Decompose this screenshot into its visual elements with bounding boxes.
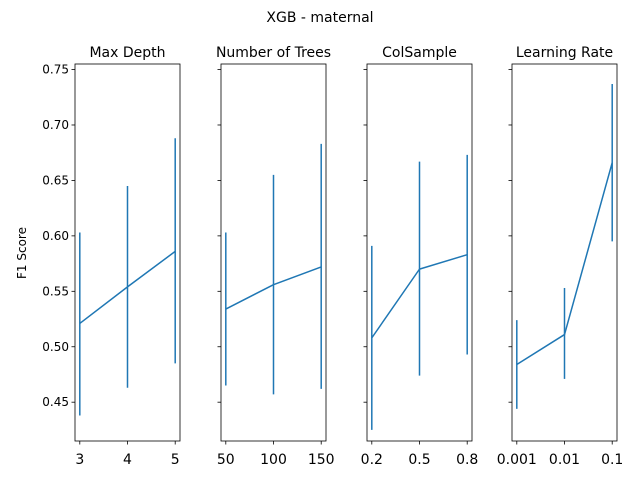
y-tick-label: 0.65 [42,173,69,187]
subplot-4: Learning Rate 0.001 0.01 0.1 [497,45,624,468]
x-tick-label: 150 [308,452,335,468]
x-tick-label: 100 [260,452,287,468]
x-tick-label: 4 [123,452,132,468]
x-tick-label: 50 [217,452,235,468]
figure-title: XGB - maternal [266,10,373,26]
subplot-3: ColSample 0.2 0.5 0.8 [361,45,479,468]
y-tick-label: 0.50 [42,340,69,354]
y-tick-label: 0.45 [42,395,69,409]
subplot-title: Number of Trees [216,45,331,61]
y-tick-label: 0.75 [42,63,69,77]
x-tick-label: 0.5 [408,452,430,468]
series-line [79,250,176,325]
x-tick-label: 0.8 [456,452,478,468]
x-tick-label: 0.2 [361,452,383,468]
x-tick-label: 3 [75,452,84,468]
subplot-title: Max Depth [89,45,165,61]
subplot-1: Max Depth 0.45 0.50 0.55 0.60 0.65 0.70 0.75 3 4 5 [42,45,181,468]
series-line [225,266,322,310]
axes-frame [220,63,327,442]
series-line [516,162,613,366]
series-line [371,253,468,339]
x-tick-label: 5 [171,452,180,468]
x-tick-label: 0.1 [601,452,623,468]
x-tick-label: 0.01 [549,452,580,468]
subplot-title: Learning Rate [516,45,613,61]
y-tick-label: 0.70 [42,118,69,132]
axes-frame [74,63,181,442]
axes-frame [511,63,618,442]
y-tick-label: 0.60 [42,229,69,243]
subplot-2: Number of Trees 50 100 150 [216,45,335,468]
y-tick-label: 0.55 [42,284,69,298]
y-axis-label: F1 Score [15,227,29,279]
x-tick-label: 0.001 [497,452,537,468]
subplot-title: ColSample [382,45,457,61]
axes-frame [366,63,473,442]
